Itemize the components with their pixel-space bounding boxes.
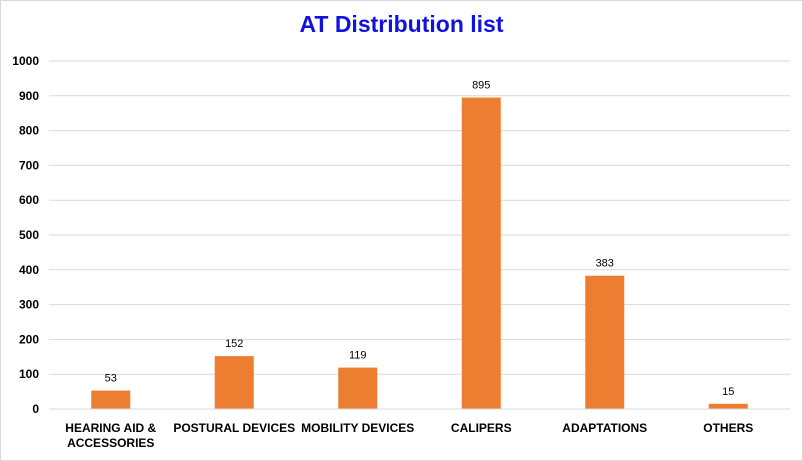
y-tick-label: 300 [19, 298, 39, 312]
data-label: 53 [105, 373, 117, 385]
category-label: CALIPERS [451, 421, 512, 435]
bar [585, 275, 625, 409]
bar [91, 390, 131, 409]
y-tick-label: 600 [19, 193, 39, 207]
category-label: HEARING AID & ACCESSORIES [65, 421, 156, 450]
y-tick-label: 100 [19, 367, 39, 381]
y-tick-label: 400 [19, 263, 39, 277]
y-tick-label: 800 [19, 124, 39, 138]
data-label: 895 [472, 80, 490, 92]
category-label: OTHERS [703, 421, 753, 435]
y-tick-label: 200 [19, 332, 39, 346]
y-tick-label: 0 [32, 402, 39, 416]
category-label: ADAPTATIONS [562, 421, 647, 435]
bar [708, 403, 748, 409]
category-label: POSTURAL DEVICES [173, 421, 295, 435]
bar [214, 356, 254, 409]
data-label: 119 [349, 350, 367, 362]
y-tick-label: 900 [19, 89, 39, 103]
data-label: 152 [225, 338, 243, 350]
data-label: 383 [596, 258, 614, 270]
y-tick-label: 500 [19, 228, 39, 242]
y-tick-label: 700 [19, 158, 39, 172]
y-tick-label: 1000 [12, 54, 39, 68]
data-label: 15 [722, 386, 734, 398]
bar [461, 97, 501, 409]
category-label: MOBILITY DEVICES [301, 421, 414, 435]
bar [338, 367, 378, 409]
chart-title: AT Distribution list [299, 11, 504, 37]
